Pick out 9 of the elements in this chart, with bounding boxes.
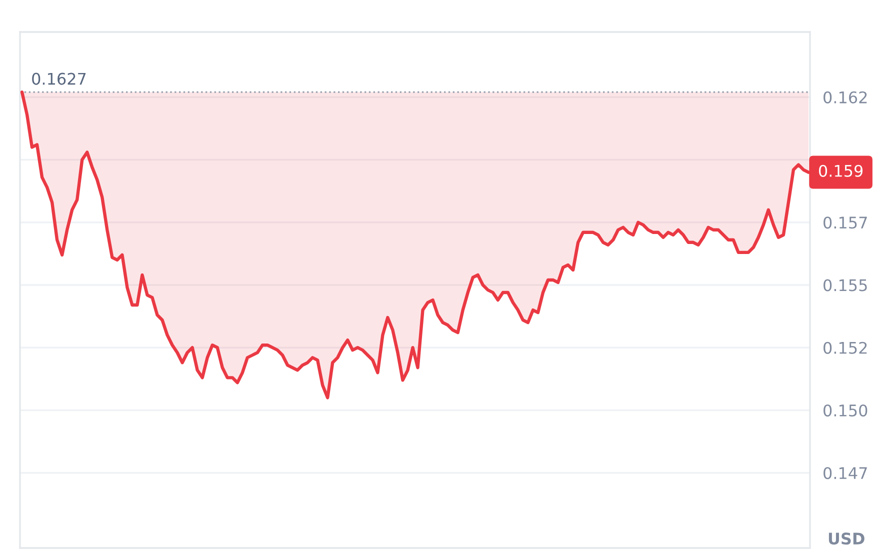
ref-line-label: 0.1627	[32, 72, 86, 85]
y-tick-label: 0.147	[824, 467, 867, 480]
y-tick-label: 0.157	[824, 216, 867, 229]
y-tick-label: 0.150	[824, 404, 868, 417]
y-tick-label: 0.152	[824, 342, 867, 354]
y-tick-label: 0.162	[824, 91, 867, 104]
y-tick-label: 0.155	[824, 279, 867, 292]
text: 0.159	[819, 164, 863, 177]
y-axis-title: USD	[828, 532, 864, 545]
